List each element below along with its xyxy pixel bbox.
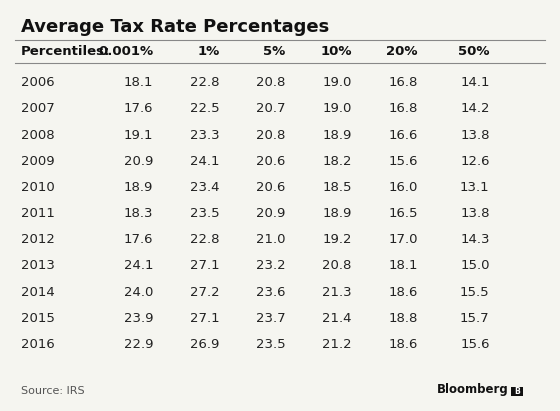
Text: 18.9: 18.9 bbox=[124, 181, 153, 194]
Text: 23.6: 23.6 bbox=[256, 286, 286, 298]
Text: 23.2: 23.2 bbox=[256, 259, 286, 272]
Text: 19.0: 19.0 bbox=[323, 102, 352, 115]
Text: 22.8: 22.8 bbox=[190, 76, 220, 89]
Text: 50%: 50% bbox=[458, 45, 489, 58]
Text: 14.2: 14.2 bbox=[460, 102, 489, 115]
Text: 27.1: 27.1 bbox=[190, 259, 220, 272]
Text: 22.8: 22.8 bbox=[190, 233, 220, 246]
Text: 20.7: 20.7 bbox=[256, 102, 286, 115]
Text: 21.4: 21.4 bbox=[322, 312, 352, 325]
Text: 18.8: 18.8 bbox=[389, 312, 418, 325]
Text: 16.8: 16.8 bbox=[389, 102, 418, 115]
Text: 21.2: 21.2 bbox=[322, 338, 352, 351]
Text: 18.1: 18.1 bbox=[389, 259, 418, 272]
Text: 17.6: 17.6 bbox=[124, 102, 153, 115]
Text: 15.6: 15.6 bbox=[389, 155, 418, 168]
Text: 21.0: 21.0 bbox=[256, 233, 286, 246]
Text: 2015: 2015 bbox=[21, 312, 54, 325]
Text: 0.001%: 0.001% bbox=[98, 45, 153, 58]
Text: 2006: 2006 bbox=[21, 76, 54, 89]
Text: 2014: 2014 bbox=[21, 286, 54, 298]
Text: 2011: 2011 bbox=[21, 207, 54, 220]
Text: 20.6: 20.6 bbox=[256, 181, 286, 194]
Text: 2009: 2009 bbox=[21, 155, 54, 168]
Text: 2008: 2008 bbox=[21, 129, 54, 141]
Text: 18.9: 18.9 bbox=[323, 207, 352, 220]
Text: 20.8: 20.8 bbox=[256, 129, 286, 141]
Text: 15.5: 15.5 bbox=[460, 286, 489, 298]
Text: 24.0: 24.0 bbox=[124, 286, 153, 298]
Text: 24.1: 24.1 bbox=[190, 155, 220, 168]
Text: 2013: 2013 bbox=[21, 259, 54, 272]
Text: B: B bbox=[514, 387, 520, 396]
Text: 18.6: 18.6 bbox=[389, 338, 418, 351]
Text: 13.8: 13.8 bbox=[460, 129, 489, 141]
Text: 5%: 5% bbox=[263, 45, 286, 58]
Text: 27.2: 27.2 bbox=[190, 286, 220, 298]
Text: 1%: 1% bbox=[197, 45, 220, 58]
Text: 14.3: 14.3 bbox=[460, 233, 489, 246]
Text: 2012: 2012 bbox=[21, 233, 54, 246]
Text: 19.0: 19.0 bbox=[323, 76, 352, 89]
Text: 13.8: 13.8 bbox=[460, 207, 489, 220]
Text: 18.9: 18.9 bbox=[323, 129, 352, 141]
Text: 18.2: 18.2 bbox=[322, 155, 352, 168]
Text: 23.5: 23.5 bbox=[256, 338, 286, 351]
Text: 20.9: 20.9 bbox=[256, 207, 286, 220]
Text: 23.3: 23.3 bbox=[190, 129, 220, 141]
Text: 20.8: 20.8 bbox=[323, 259, 352, 272]
Text: 16.5: 16.5 bbox=[389, 207, 418, 220]
Text: 27.1: 27.1 bbox=[190, 312, 220, 325]
Text: 20.6: 20.6 bbox=[256, 155, 286, 168]
Text: 23.5: 23.5 bbox=[190, 207, 220, 220]
Text: Source: IRS: Source: IRS bbox=[21, 386, 85, 395]
Text: Percentiles:: Percentiles: bbox=[21, 45, 110, 58]
Text: 20.8: 20.8 bbox=[256, 76, 286, 89]
Text: 19.1: 19.1 bbox=[124, 129, 153, 141]
Text: 2010: 2010 bbox=[21, 181, 54, 194]
Text: 18.6: 18.6 bbox=[389, 286, 418, 298]
Text: 21.3: 21.3 bbox=[322, 286, 352, 298]
Text: 20%: 20% bbox=[386, 45, 418, 58]
Text: 19.2: 19.2 bbox=[322, 233, 352, 246]
Text: 16.0: 16.0 bbox=[389, 181, 418, 194]
Text: 16.8: 16.8 bbox=[389, 76, 418, 89]
Text: 15.7: 15.7 bbox=[460, 312, 489, 325]
Text: 26.9: 26.9 bbox=[190, 338, 220, 351]
Text: Average Tax Rate Percentages: Average Tax Rate Percentages bbox=[21, 18, 329, 36]
Text: 23.4: 23.4 bbox=[190, 181, 220, 194]
Text: 16.6: 16.6 bbox=[389, 129, 418, 141]
Text: 14.1: 14.1 bbox=[460, 76, 489, 89]
Text: 15.0: 15.0 bbox=[460, 259, 489, 272]
Text: 23.9: 23.9 bbox=[124, 312, 153, 325]
Text: 20.9: 20.9 bbox=[124, 155, 153, 168]
Text: 17.6: 17.6 bbox=[124, 233, 153, 246]
Text: 22.5: 22.5 bbox=[190, 102, 220, 115]
Text: 15.6: 15.6 bbox=[460, 338, 489, 351]
Text: 17.0: 17.0 bbox=[389, 233, 418, 246]
Text: 2016: 2016 bbox=[21, 338, 54, 351]
Text: 23.7: 23.7 bbox=[256, 312, 286, 325]
Text: 18.5: 18.5 bbox=[322, 181, 352, 194]
Text: 12.6: 12.6 bbox=[460, 155, 489, 168]
Text: 24.1: 24.1 bbox=[124, 259, 153, 272]
Text: Bloomberg: Bloomberg bbox=[437, 383, 509, 395]
Text: 18.1: 18.1 bbox=[124, 76, 153, 89]
Text: 13.1: 13.1 bbox=[460, 181, 489, 194]
Text: 18.3: 18.3 bbox=[124, 207, 153, 220]
FancyBboxPatch shape bbox=[511, 387, 522, 395]
Text: 10%: 10% bbox=[320, 45, 352, 58]
Text: 2007: 2007 bbox=[21, 102, 54, 115]
Text: 22.9: 22.9 bbox=[124, 338, 153, 351]
